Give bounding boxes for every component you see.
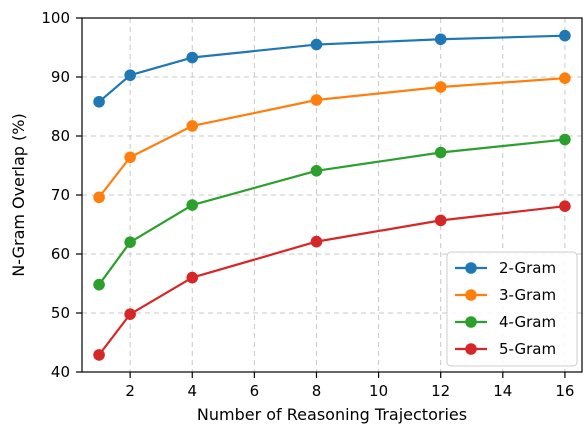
series-line: [98, 138, 566, 286]
y-tick-label: 100: [41, 9, 70, 27]
series-line: [98, 77, 565, 199]
data-point: [93, 349, 105, 361]
data-point: [186, 199, 199, 211]
legend-item: 2-Gram: [455, 259, 556, 277]
x-tick-label: 4: [187, 382, 197, 400]
series-lines: [93, 29, 571, 361]
data-point: [310, 94, 323, 106]
data-point: [186, 271, 199, 284]
x-tick-label: 6: [250, 382, 260, 400]
data-point: [310, 38, 323, 51]
legend-box: [446, 251, 578, 367]
data-point: [310, 235, 323, 248]
data-point: [186, 51, 199, 64]
data-point: [124, 69, 136, 82]
data-point: [434, 214, 447, 227]
series-line: [98, 34, 565, 103]
data-point: [186, 120, 199, 132]
legend: 2-Gram 3-Gram 4-Gram 5-Gram: [446, 251, 578, 367]
x-tick-label: 2: [125, 382, 135, 400]
legend-item: 4-Gram: [455, 313, 556, 331]
y-tick-label: 50: [51, 304, 70, 322]
data-point: [124, 236, 136, 248]
legend-item: 3-Gram: [455, 286, 556, 304]
data-point: [559, 29, 571, 42]
data-point: [93, 191, 105, 204]
legend-label: 5-Gram: [499, 340, 556, 358]
series-4-gram: [93, 133, 571, 291]
data-point: [93, 95, 105, 108]
series-2-gram: [93, 29, 571, 108]
data-point: [559, 200, 571, 213]
y-tick-label: 80: [51, 127, 70, 145]
data-point: [434, 146, 447, 159]
plot-frame: [81, 17, 583, 373]
y-tick-label: 90: [51, 68, 70, 86]
x-tick-label: 14: [493, 382, 512, 400]
data-point: [559, 133, 571, 146]
x-axis-label: Number of Reasoning Trajectories: [197, 405, 467, 424]
legend-swatch-marker: [465, 316, 477, 328]
legend-label: 4-Gram: [499, 313, 556, 331]
data-point: [559, 72, 571, 84]
x-tick-label: 16: [555, 382, 574, 400]
x-tick-label: 10: [369, 382, 388, 400]
data-point: [434, 33, 447, 46]
legend-swatch-marker: [465, 289, 477, 301]
x-tick-label: 8: [312, 382, 322, 400]
series-5-gram: [93, 200, 571, 361]
data-point: [124, 308, 136, 320]
data-point: [310, 165, 323, 177]
legend-swatch-marker: [465, 262, 477, 274]
y-axis-label: N-Gram Overlap (%): [9, 113, 28, 276]
data-point: [124, 151, 136, 164]
y-tick-label: 70: [51, 186, 70, 204]
legend-swatch-marker: [465, 343, 477, 355]
data-point: [93, 278, 105, 291]
y-tick-label: 40: [51, 363, 70, 381]
series-line: [98, 205, 566, 356]
axis-ticks: 2 4 6 8 10 12 14 16 40 50 60 70 80 90 100: [41, 9, 574, 400]
legend-label: 2-Gram: [499, 259, 556, 277]
data-point: [434, 81, 447, 93]
x-tick-label: 12: [431, 382, 450, 400]
series-3-gram: [93, 72, 571, 204]
y-tick-label: 60: [51, 245, 70, 263]
legend-label: 3-Gram: [499, 286, 556, 304]
legend-item: 5-Gram: [455, 340, 556, 358]
